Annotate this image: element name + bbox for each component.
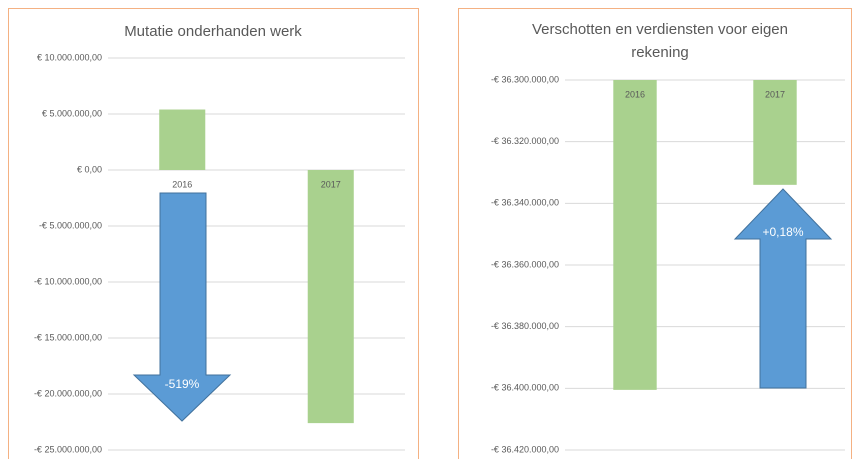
category-label: 2016 xyxy=(172,179,192,189)
bar xyxy=(753,80,797,185)
y-tick-label: -€ 10.000.000,00 xyxy=(34,276,102,286)
chart-2: -€ 36.420.000,00 -€ 36.400.000,00 -€ 36.38… xyxy=(491,74,845,454)
y-tick-label: -€ 25.000.000,00 xyxy=(34,444,102,454)
y-tick-label: -€ 5.000.000,00 xyxy=(39,220,102,230)
bar xyxy=(307,170,354,424)
annotation: -519% xyxy=(165,377,200,391)
decrease-arrow xyxy=(132,192,232,422)
y-tick-label: € 0,00 xyxy=(77,164,102,174)
y-tick-label: -€ 20.000.000,00 xyxy=(34,388,102,398)
category-label: 2016 xyxy=(625,89,645,99)
increase-arrow xyxy=(733,188,833,389)
y-tick-label: -€ 36.380.000,00 xyxy=(491,321,559,331)
y-tick-label: -€ 15.000.000,00 xyxy=(34,332,102,342)
y-tick-label: -€ 36.360.000,00 xyxy=(491,259,559,269)
chart-1: -€ 25.000.000,00 -€ 20.000.000,00 -€ 15.00… xyxy=(34,52,405,454)
bar xyxy=(159,109,206,170)
panel-border xyxy=(458,8,852,459)
y-tick-label: -€ 36.420.000,00 xyxy=(491,444,559,454)
category-label: 2017 xyxy=(321,179,341,189)
chart-title: Verschotten en verdiensten voor eigen re… xyxy=(531,21,788,61)
y-tick-label: € 10.000.000,00 xyxy=(37,52,102,62)
y-tick-label: -€ 36.320.000,00 xyxy=(491,136,559,146)
annotation: +0,18% xyxy=(762,225,803,239)
y-tick-label: -€ 36.340.000,00 xyxy=(491,198,559,208)
y-tick-label: -€ 36.300.000,00 xyxy=(491,74,559,84)
y-tick-label: € 5.000.000,00 xyxy=(42,108,102,118)
chart-title: Mutatie onderhanden werk xyxy=(124,23,302,40)
panel-border xyxy=(8,8,419,459)
y-tick-label: -€ 36.400.000,00 xyxy=(491,383,559,393)
category-label: 2017 xyxy=(765,89,785,99)
bar xyxy=(613,80,657,390)
